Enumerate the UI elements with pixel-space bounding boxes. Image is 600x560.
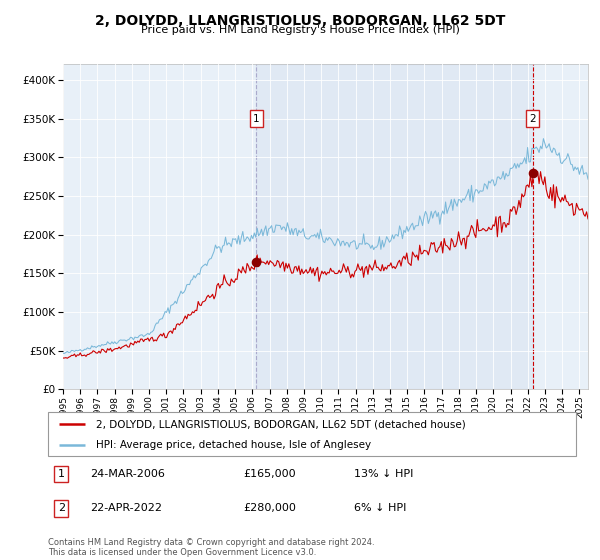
Point (528, 168, 538, 177)
Text: 2, DOLYDD, LLANGRISTIOLUS, BODORGAN, LL62 5DT (detached house): 2, DOLYDD, LLANGRISTIOLUS, BODORGAN, LL6… (95, 419, 465, 429)
Text: 24-MAR-2006: 24-MAR-2006 (90, 469, 165, 479)
Text: 2: 2 (530, 114, 536, 124)
Text: Contains HM Land Registry data © Crown copyright and database right 2024.
This d: Contains HM Land Registry data © Crown c… (48, 538, 374, 557)
Text: 22-APR-2022: 22-APR-2022 (90, 503, 162, 514)
Text: 1: 1 (253, 114, 260, 124)
Text: 1: 1 (58, 469, 65, 479)
Text: 6% ↓ HPI: 6% ↓ HPI (354, 503, 407, 514)
Bar (256, 64, 533, 389)
Text: 2: 2 (58, 503, 65, 514)
Text: 13% ↓ HPI: 13% ↓ HPI (354, 469, 413, 479)
Text: £165,000: £165,000 (244, 469, 296, 479)
Text: 2, DOLYDD, LLANGRISTIOLUS, BODORGAN, LL62 5DT: 2, DOLYDD, LLANGRISTIOLUS, BODORGAN, LL6… (95, 14, 505, 28)
Text: £280,000: £280,000 (244, 503, 296, 514)
Text: HPI: Average price, detached house, Isle of Anglesey: HPI: Average price, detached house, Isle… (95, 440, 371, 450)
Point (251, 257, 261, 266)
FancyBboxPatch shape (48, 412, 576, 456)
Text: Price paid vs. HM Land Registry's House Price Index (HPI): Price paid vs. HM Land Registry's House … (140, 25, 460, 35)
